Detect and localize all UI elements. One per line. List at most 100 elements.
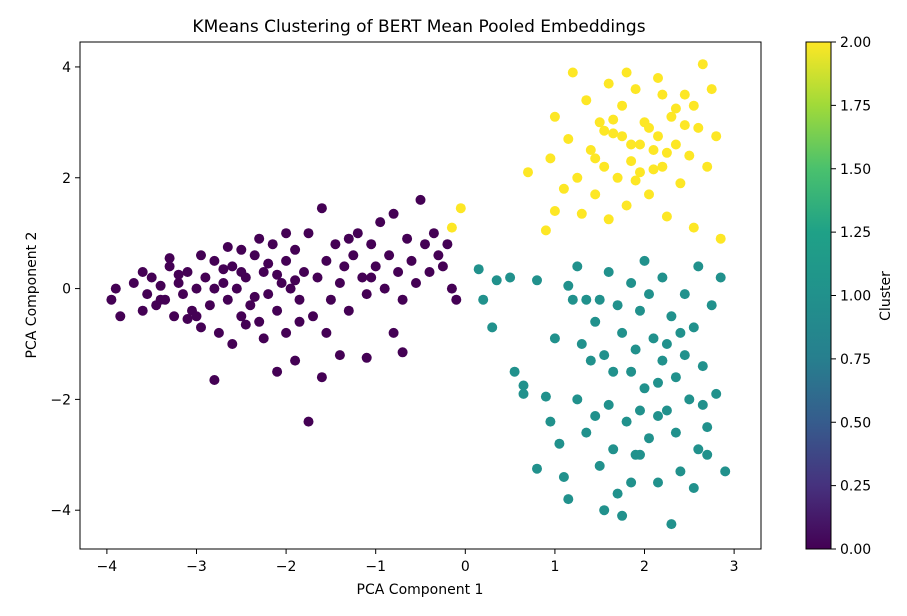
scatter-point-cluster-1 [518,380,529,391]
scatter-point-cluster-1 [608,366,619,377]
scatter-point-cluster-0 [384,250,395,261]
scatter-point-cluster-2 [617,100,628,111]
scatter-point-cluster-0 [393,267,404,277]
scatter-point-cluster-1 [626,477,637,488]
scatter-point-cluster-1 [693,444,704,455]
scatter-point-cluster-1 [554,438,565,449]
colorbar-tick-label: 1.00 [840,289,871,305]
scatter-point-cluster-0 [191,283,202,294]
scatter-point-cluster-2 [711,131,722,142]
scatter-point-cluster-1 [702,422,713,433]
scatter-point-cluster-0 [388,208,399,219]
scatter-point-cluster-0 [209,283,220,294]
scatter-point-cluster-2 [608,114,619,125]
scatter-point-cluster-2 [523,167,533,178]
scatter-point-cluster-1 [697,399,708,410]
scatter-point-cluster-0 [428,228,439,239]
colorbar-tick-label: 1.25 [840,225,871,241]
scatter-point-cluster-1 [670,372,681,383]
scatter-point-cluster-1 [478,294,489,305]
scatter-point-cluster-1 [612,300,623,311]
scatter-point-cluster-0 [182,267,193,277]
scatter-point-cluster-0 [222,294,233,305]
scatter-point-cluster-1 [657,272,668,283]
scatter-point-cluster-1 [670,427,681,438]
scatter-point-cluster-2 [706,84,717,95]
scatter-point-cluster-1 [684,394,695,405]
scatter-point-cluster-0 [209,255,220,266]
scatter-point-cluster-1 [639,255,650,266]
scatter-point-cluster-0 [334,278,345,288]
scatter-point-cluster-2 [608,128,619,139]
scatter-point-cluster-1 [581,294,592,305]
scatter-point-cluster-1 [688,483,699,493]
colorbar-tick-label: 0.00 [840,542,871,558]
scatter-point-cluster-0 [411,278,421,288]
scatter-point-cluster-2 [657,161,668,172]
colorbar-tick-label: 1.75 [840,98,871,114]
scatter-point-cluster-0 [406,255,417,266]
scatter-point-cluster-1 [603,399,614,410]
x-tick-label: −2 [276,559,297,575]
scatter-point-cluster-1 [572,261,583,272]
scatter-point-cluster-0 [316,372,327,383]
scatter-point-cluster-0 [352,228,363,239]
scatter-point-cluster-2 [657,89,668,100]
scatter-point-cluster-2 [675,178,686,189]
x-tick-label: 1 [550,559,559,575]
scatter-point-cluster-1 [590,316,601,327]
scatter-point-cluster-0 [236,267,247,277]
scatter-point-cluster-0 [155,294,166,305]
scatter-point-cluster-0 [397,347,408,358]
scatter-point-cluster-2 [599,161,610,172]
scatter-point-cluster-2 [576,208,587,219]
x-tick-label: −1 [365,559,386,575]
scatter-point-cluster-2 [621,67,632,78]
scatter-point-cluster-0 [137,305,148,316]
scatter-point-cluster-2 [666,111,677,122]
scatter-point-cluster-0 [182,314,193,324]
scatter-point-cluster-0 [200,272,211,283]
scatter-point-cluster-2 [599,125,610,136]
scatter-point-cluster-2 [702,161,713,172]
scatter-point-cluster-0 [370,261,381,272]
scatter-point-cluster-1 [558,472,569,482]
scatter-point-cluster-2 [679,89,690,100]
colorbar-tick-label: 2.00 [840,35,871,51]
scatter-point-cluster-2 [670,103,681,114]
scatter-point-cluster-1 [653,411,663,421]
scatter-point-cluster-1 [675,327,686,338]
scatter-point-cluster-1 [688,322,699,333]
scatter-point-cluster-2 [715,233,726,244]
scatter-point-cluster-1 [661,405,672,416]
scatter-point-cluster-1 [585,355,596,366]
scatter-point-cluster-2 [603,78,614,89]
scatter-point-cluster-0 [303,228,314,239]
scatter-point-cluster-1 [612,488,623,499]
scatter-point-cluster-1 [621,416,632,427]
scatter-point-cluster-1 [653,477,663,488]
scatter-point-cluster-2 [635,139,645,150]
x-tick-label: 2 [640,559,649,575]
x-tick-label: −3 [186,559,207,575]
scatter-point-cluster-0 [388,327,399,338]
y-tick-label: 0 [62,282,71,298]
scatter-point-cluster-0 [290,355,301,366]
scatter-point-cluster-0 [397,294,408,305]
scatter-point-cluster-0 [316,203,327,214]
scatter-point-cluster-2 [563,134,574,144]
scatter-point-cluster-1 [639,383,650,394]
scatter-point-cluster-2 [572,172,583,183]
scatter-point-cluster-1 [590,411,601,421]
scatter-point-cluster-0 [290,275,301,286]
scatter-point-cluster-2 [635,167,645,178]
scatter-point-cluster-0 [209,375,220,385]
scatter-point-cluster-0 [424,267,435,277]
scatter-point-cluster-0 [196,250,206,261]
scatter-point-cluster-2 [581,95,592,106]
scatter-point-cluster-0 [142,289,153,300]
scatter-point-cluster-2 [693,122,704,133]
scatter-point-cluster-1 [661,339,672,349]
chart-title: KMeans Clustering of BERT Mean Pooled Em… [192,17,645,37]
